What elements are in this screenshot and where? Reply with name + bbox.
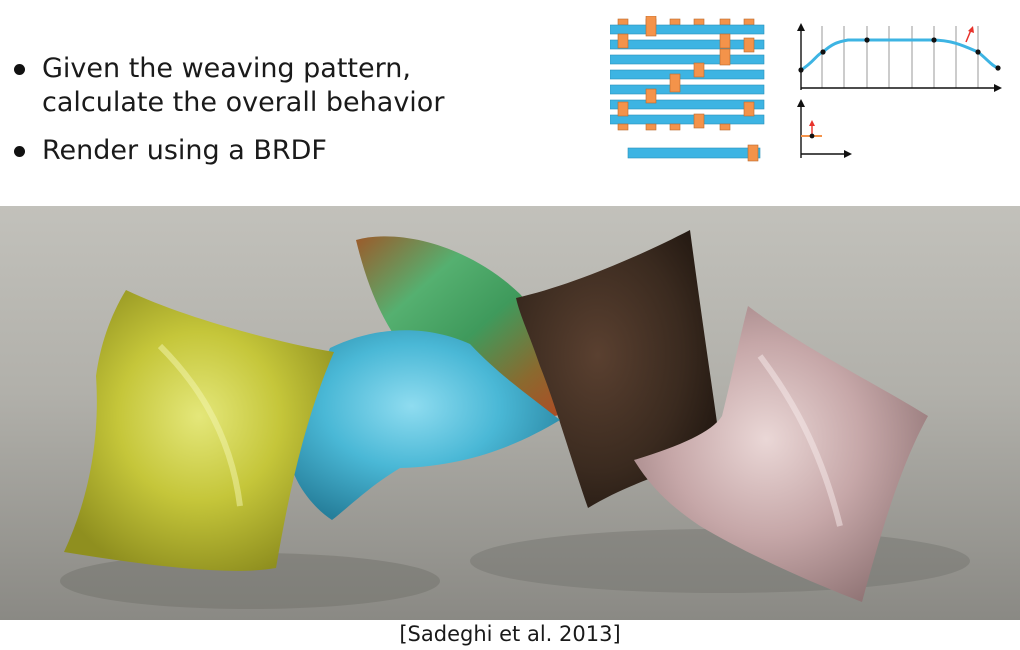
bullet-text-line: Render using a BRDF [42,135,327,166]
bullet-item-weaving: Given the weaving pattern, calculate the… [12,52,572,120]
weave-pattern-icon [610,16,765,162]
thread-profile-chart-icon [797,23,1002,92]
bullet-dot-icon [14,146,25,157]
bullet-dot-icon [14,64,25,75]
tangent-axis-icon [797,99,852,158]
bullet-text-line: calculate the overall behavior [42,87,445,118]
rendered-pillows-image [0,206,1020,620]
bullet-text-line: Given the weaving pattern, [42,53,411,84]
bullet-list: Given the weaving pattern, calculate the… [12,52,572,182]
bullet-item-render: Render using a BRDF [12,134,572,168]
citation-caption: [Sadeghi et al. 2013] [399,622,621,646]
